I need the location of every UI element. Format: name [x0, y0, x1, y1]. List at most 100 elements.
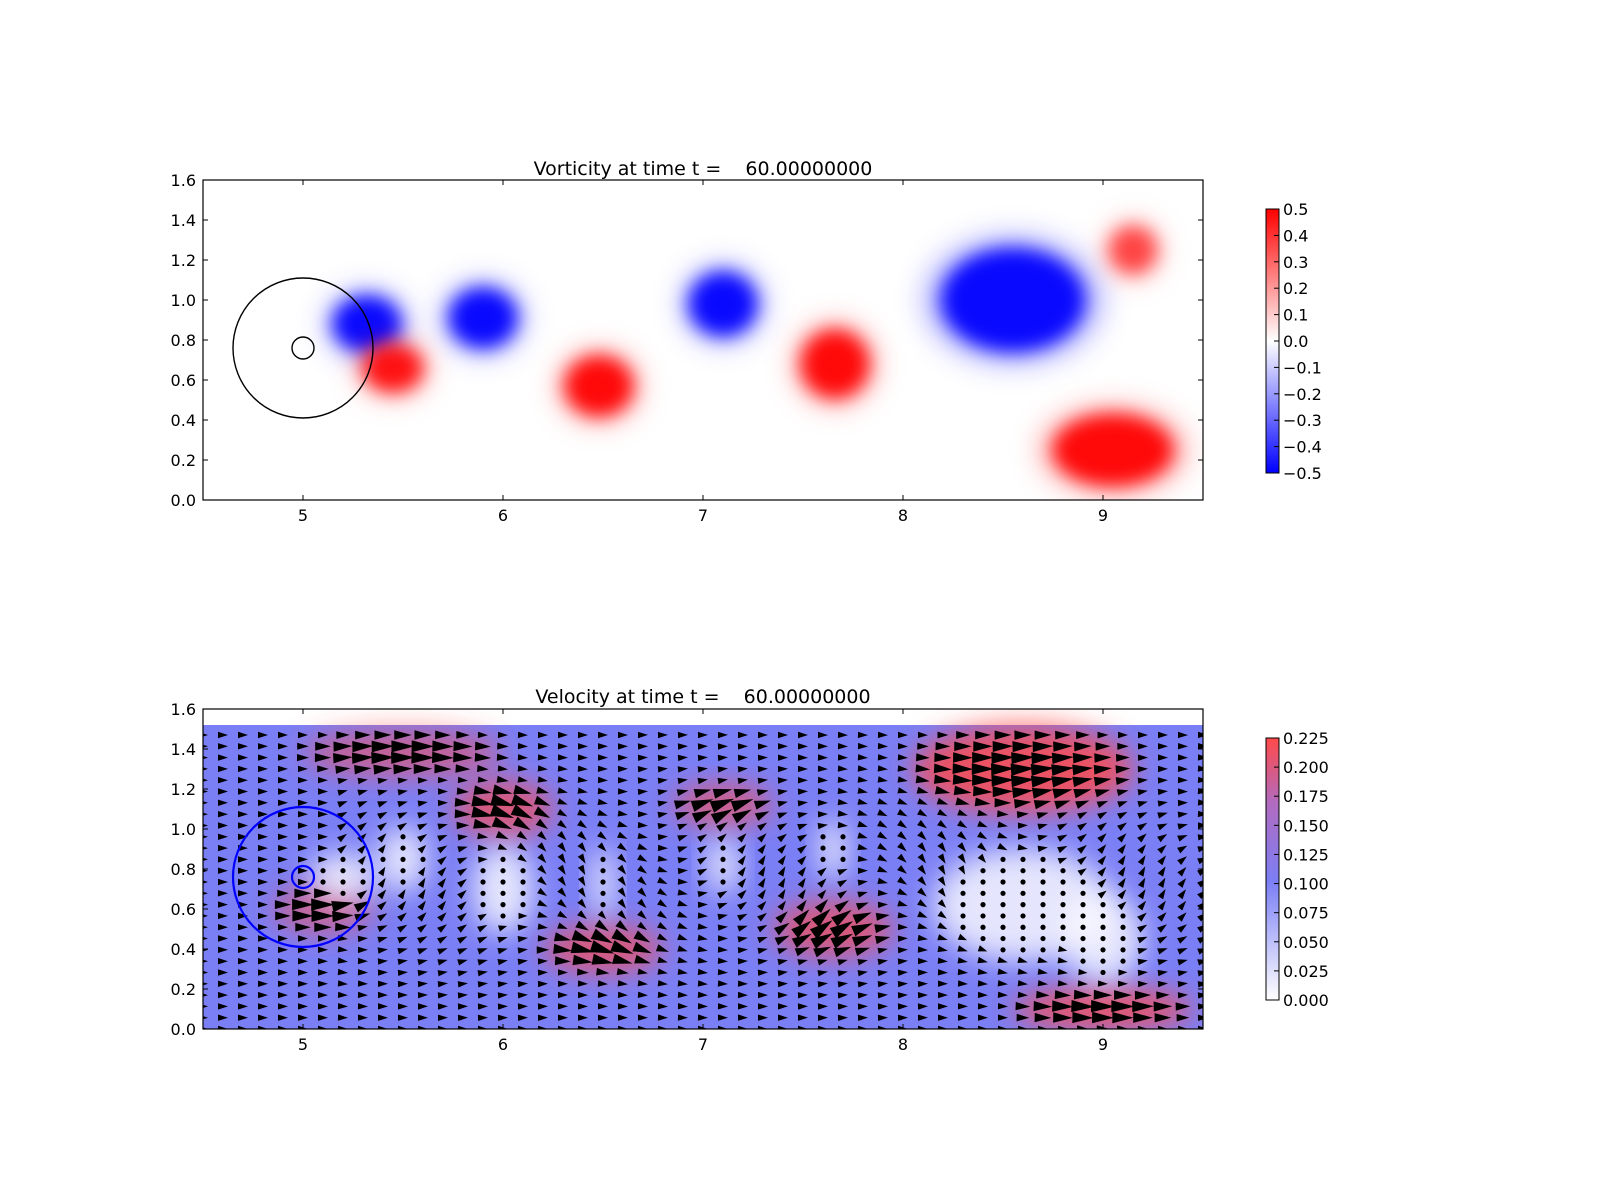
- quiver-arrow: [600, 879, 606, 885]
- quiver-arrow: [998, 1014, 1008, 1021]
- quiver-arrow: [977, 1003, 988, 1010]
- quiver-arrow: [737, 958, 748, 965]
- quiver-arrow: [577, 809, 588, 817]
- quiver-arrow: [295, 922, 311, 932]
- quiver-arrow: [897, 776, 908, 783]
- quiver-arrow: [1116, 789, 1129, 797]
- quiver-arrow: [358, 1014, 368, 1021]
- quiver-arrow: [1000, 913, 1006, 919]
- quiver-arrow: [218, 754, 228, 761]
- quiver-arrow: [558, 731, 568, 739]
- quiver-arrow: [977, 853, 986, 863]
- quiver-arrow: [677, 900, 688, 907]
- quiver-arrow: [358, 946, 368, 954]
- quiver-arrow: [957, 820, 968, 828]
- quiver-arrow: [456, 787, 469, 795]
- quiver-arrow: [1051, 776, 1074, 788]
- quiver-arrow: [438, 1025, 448, 1029]
- quiver-arrow: [997, 843, 1008, 851]
- quiver-arrow: [757, 766, 768, 773]
- quiver-arrow: [377, 947, 388, 954]
- quiver-arrow: [657, 1014, 668, 1021]
- colorbar-tick-label: −0.4: [1283, 438, 1322, 457]
- quiver-arrow: [258, 991, 268, 999]
- quiver-arrow: [590, 928, 613, 944]
- quiver-arrow: [657, 800, 668, 807]
- quiver-arrow: [357, 811, 368, 820]
- quiver-arrow: [938, 1025, 948, 1029]
- quiver-arrow: [1177, 959, 1188, 966]
- quiver-arrow: [218, 765, 228, 773]
- quiver-arrow: [1197, 981, 1203, 988]
- quiver-arrow: [557, 899, 567, 908]
- quiver-arrow: [897, 935, 908, 942]
- quiver-arrow: [737, 980, 748, 987]
- quiver-arrow: [397, 936, 408, 944]
- quiver-arrow: [477, 981, 488, 988]
- quiver-arrow: [697, 980, 708, 987]
- quiver-arrow: [1118, 731, 1128, 739]
- velocity-colorbar-gradient: [1265, 737, 1280, 1001]
- quiver-arrow: [717, 754, 728, 762]
- quiver-arrow: [340, 868, 346, 874]
- quiver-arrow: [709, 798, 735, 813]
- quiver-arrow: [737, 822, 747, 831]
- quiver-arrow: [318, 777, 328, 784]
- quiver-arrow: [294, 888, 312, 899]
- quiver-arrow: [1111, 1000, 1135, 1013]
- quiver-arrow: [377, 901, 387, 911]
- quiver-arrow: [437, 912, 447, 922]
- quiver-arrow: [1157, 959, 1168, 966]
- quiver-arrow: [298, 833, 308, 840]
- vorticity-cylinder-circles: [232, 277, 374, 419]
- quiver-arrow: [937, 831, 947, 841]
- quiver-arrow: [518, 1025, 528, 1029]
- quiver-arrow: [1177, 889, 1186, 900]
- quiver-arrow: [918, 1025, 928, 1029]
- quiver-arrow: [418, 1014, 428, 1021]
- quiver-arrow: [637, 843, 648, 850]
- quiver-arrow: [1057, 980, 1068, 987]
- quiver-arrow: [778, 1003, 788, 1010]
- quiver-arrow: [791, 933, 812, 948]
- quiver-arrow: [1157, 969, 1168, 977]
- quiver-arrow: [203, 801, 208, 805]
- quiver-arrow: [577, 980, 588, 987]
- quiver-arrow: [1037, 823, 1048, 830]
- quiver-arrow: [1033, 800, 1052, 810]
- quiver-arrow: [857, 1003, 868, 1010]
- quiver-arrow: [1117, 901, 1127, 911]
- quiver-arrow: [934, 752, 952, 763]
- cylinder-circle: [290, 864, 316, 890]
- quiver-arrow: [437, 823, 448, 830]
- quiver-arrow: [917, 819, 927, 829]
- quiver-arrow: [840, 834, 846, 840]
- quiver-arrow: [258, 822, 268, 829]
- quiver-arrow: [397, 958, 408, 965]
- quiver-arrow: [278, 811, 288, 818]
- quiver-arrow: [758, 1014, 768, 1021]
- quiver-arrow: [558, 1003, 568, 1010]
- quiver-arrow: [1137, 833, 1147, 843]
- quiver-arrow: [758, 743, 768, 750]
- quiver-arrow: [797, 823, 808, 831]
- y-tick-label: 1.2: [171, 780, 196, 799]
- quiver-arrow: [1197, 970, 1203, 977]
- quiver-arrow: [1097, 811, 1108, 820]
- quiver-arrow: [897, 876, 908, 885]
- quiver-arrow: [897, 958, 908, 965]
- quiver-arrow: [238, 856, 248, 863]
- quiver-arrow: [960, 913, 966, 919]
- quiver-arrow: [877, 969, 888, 977]
- quiver-arrow: [618, 1025, 628, 1029]
- quiver-arrow: [1157, 924, 1167, 933]
- quiver-arrow: [1060, 879, 1066, 885]
- quiver-arrow: [557, 765, 568, 772]
- cylinder-circle: [291, 336, 315, 360]
- quiver-arrow: [258, 765, 268, 773]
- quiver-arrow: [638, 1014, 648, 1021]
- quiver-arrow: [1197, 857, 1203, 865]
- quiver-arrow: [798, 743, 808, 750]
- quiver-arrow: [1177, 936, 1188, 944]
